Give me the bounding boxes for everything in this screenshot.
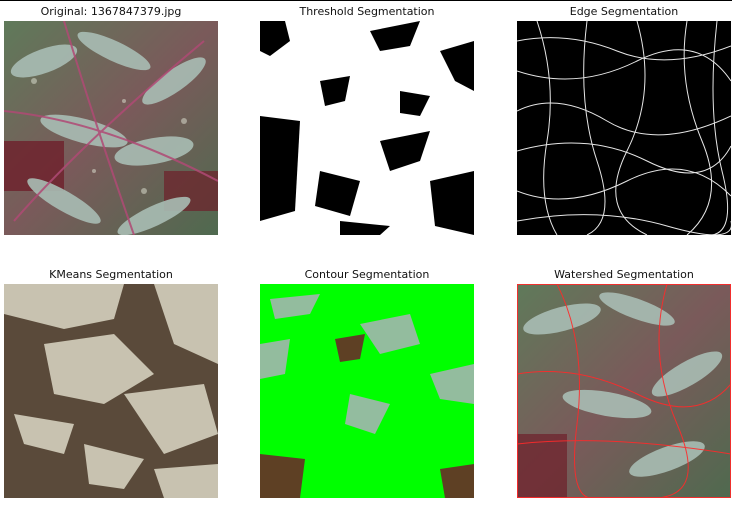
kmeans-segmentation-image: [4, 284, 218, 498]
panel-title-watershed: Watershed Segmentation: [554, 268, 694, 281]
top-border-line: [0, 0, 732, 1]
threshold-segmentation-image: [260, 21, 474, 235]
panel-title-threshold: Threshold Segmentation: [299, 5, 435, 18]
original-image: [4, 21, 218, 235]
panel-title-edge: Edge Segmentation: [569, 5, 679, 18]
watershed-segmentation-image: [517, 284, 731, 498]
panel-title-contour: Contour Segmentation: [304, 268, 430, 281]
panel-title-original: Original: 1367847379.jpg: [40, 5, 182, 18]
panel-title-kmeans: KMeans Segmentation: [49, 268, 173, 281]
edge-segmentation-image: [517, 21, 731, 235]
contour-segmentation-image: [260, 284, 474, 498]
